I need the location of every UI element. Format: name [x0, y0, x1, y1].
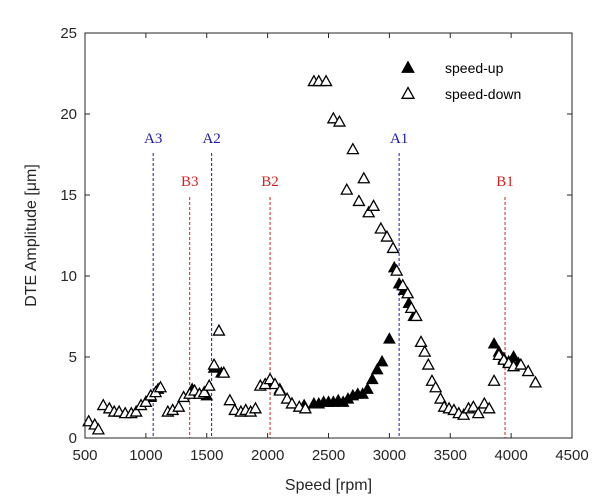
data-series: [82, 74, 543, 435]
data-point: [370, 362, 384, 375]
data-point: [357, 171, 371, 184]
x-tick-label: 3500: [434, 447, 467, 464]
reference-line-label-b1: B1: [496, 174, 514, 190]
reference-line-label-a3: A3: [144, 131, 162, 147]
data-point: [375, 354, 389, 367]
y-tick-label: 5: [69, 349, 77, 366]
data-point: [383, 332, 396, 344]
data-point: [380, 229, 394, 242]
legend-marker: [401, 60, 415, 73]
data-point: [457, 408, 471, 420]
data-point: [332, 114, 347, 127]
y-axis-label: DTE Amplitude [μm]: [23, 164, 40, 307]
legend-label: speed-down: [445, 86, 521, 102]
reference-line-label-a1: A1: [390, 131, 408, 147]
data-point: [82, 414, 96, 427]
data-point: [223, 393, 237, 406]
data-point: [528, 375, 543, 388]
y-axis-label-text: DTE Amplitude [: [23, 191, 40, 307]
data-point: [429, 380, 443, 393]
data-point: [197, 385, 211, 398]
data-point: [340, 182, 354, 195]
reference-lines: A3 B3 A2 B2 A1 B1: [144, 131, 514, 438]
data-point: [202, 378, 216, 391]
legend: speed-up speed-down: [400, 60, 521, 102]
data-point: [352, 194, 366, 207]
reference-line-label-b2: B2: [261, 174, 279, 190]
plot-background: [85, 33, 572, 438]
data-point: [421, 357, 435, 370]
data-point: [390, 263, 404, 276]
data-point: [514, 357, 528, 370]
data-point: [433, 391, 448, 404]
x-axis-label: Speed [rpm]: [285, 477, 372, 494]
data-point: [91, 422, 105, 435]
data-point: [139, 395, 153, 407]
data-point: [346, 142, 360, 155]
x-tick-label: 2500: [312, 447, 345, 464]
data-point: [96, 398, 110, 411]
data-point: [207, 357, 221, 370]
data-point: [285, 396, 299, 409]
y-tick-label: 15: [60, 187, 77, 204]
data-point: [386, 241, 400, 254]
data-point: [153, 380, 168, 393]
legend-label: speed-up: [445, 60, 504, 76]
data-point: [217, 365, 231, 378]
reference-line-label-b3: B3: [181, 174, 199, 190]
data-point: [273, 383, 287, 396]
data-point: [409, 309, 423, 322]
data-point: [401, 286, 415, 299]
x-tick-label: 2000: [251, 447, 284, 464]
x-tick-label: 4500: [555, 447, 588, 464]
x-tick-label: 4000: [494, 447, 527, 464]
data-point: [487, 337, 501, 349]
data-point: [298, 401, 312, 414]
data-point: [487, 374, 501, 386]
x-tick-label: 3000: [373, 447, 406, 464]
x-tick-label: 500: [72, 447, 97, 464]
data-point: [414, 335, 428, 348]
data-point: [361, 382, 374, 394]
data-point: [418, 344, 432, 357]
data-point: [466, 399, 480, 412]
y-tick-label: 20: [60, 106, 77, 123]
data-point: [396, 278, 410, 291]
data-point: [482, 401, 496, 414]
y-tick-label: 25: [60, 25, 77, 42]
data-point: [365, 372, 379, 385]
y-tick-label: 10: [60, 268, 77, 285]
y-axis-label-unit: μm: [23, 169, 40, 192]
series-speed-down: [82, 74, 543, 435]
plot-area: [85, 33, 572, 438]
data-point: [521, 364, 535, 377]
data-point: [404, 301, 418, 314]
data-point: [326, 111, 340, 124]
data-point: [212, 323, 226, 336]
data-point: [362, 205, 376, 218]
legend-marker: [400, 86, 416, 99]
y-tick-label: 0: [69, 430, 77, 447]
data-point: [319, 74, 333, 87]
data-point: [471, 406, 485, 419]
data-point: [374, 221, 388, 234]
data-point: [268, 377, 282, 390]
data-point: [366, 199, 381, 211]
data-point: [129, 404, 143, 417]
x-tick-label: 1500: [190, 447, 223, 464]
data-point: [172, 399, 186, 412]
y-axis-label-close: ]: [23, 164, 40, 168]
data-point: [248, 401, 263, 414]
axes: 500 1000 1500 2000 2500 3000 3500 4000 4500 0 5 10 1…: [23, 25, 589, 494]
reference-line-label-a2: A2: [202, 131, 220, 147]
x-tick-label: 1000: [129, 447, 162, 464]
